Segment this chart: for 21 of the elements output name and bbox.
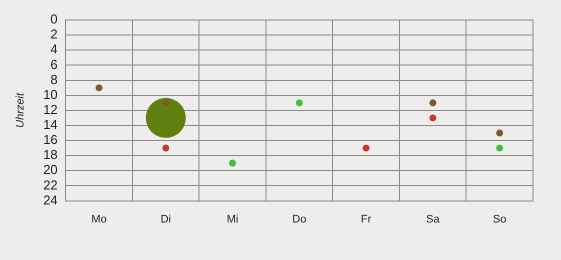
y-tick-label: 10 [43, 86, 58, 102]
y-tick-label: 6 [50, 56, 58, 72]
x-tick-label: Mi [226, 213, 238, 226]
y-tick-label: 2 [50, 26, 58, 42]
x-tick-label: Mo [91, 213, 107, 226]
y-tick-label: 12 [43, 102, 58, 117]
x-tick-label: Di [160, 213, 171, 226]
y-tick-label: 16 [43, 132, 58, 148]
y-tick-label: 22 [43, 177, 58, 192]
x-tick-label: So [492, 213, 506, 226]
x-tick-label: Fr [360, 213, 372, 226]
y-tick-label: 14 [43, 117, 58, 132]
y-tick-label: 18 [43, 147, 58, 162]
x-tick-label: Sa [426, 213, 440, 226]
y-tick-label: 24 [43, 192, 58, 208]
y-axis-title: Uhrzeit [14, 92, 27, 128]
y-tick-label: 4 [50, 42, 58, 57]
y-tick-label: 0 [50, 12, 58, 27]
x-tick-label: Do [292, 213, 306, 226]
y-tick-label: 8 [50, 72, 58, 87]
y-tick-label: 20 [43, 162, 58, 178]
